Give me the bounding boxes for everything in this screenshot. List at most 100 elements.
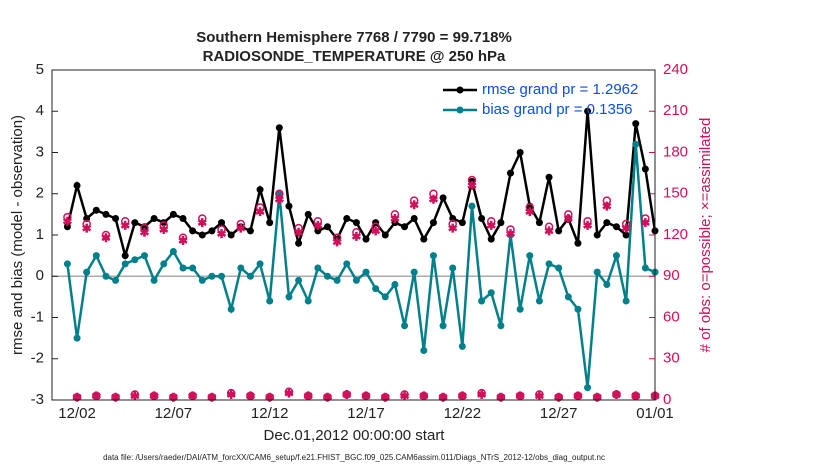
legend-label: bias grand pr = 0.1356: [482, 101, 633, 118]
point: [525, 207, 535, 217]
point: [419, 391, 429, 401]
point: [487, 289, 495, 297]
point: [63, 223, 71, 231]
point: [391, 281, 399, 288]
point: [295, 239, 303, 247]
point: [362, 268, 370, 276]
point: [140, 252, 148, 260]
point: [256, 260, 264, 268]
point: [631, 391, 641, 401]
point: [130, 391, 140, 401]
chart-subtitle: RADIOSONDE_TEMPERATURE @ 250 hPa: [203, 48, 506, 65]
point: [574, 305, 582, 313]
point: [381, 231, 389, 239]
point: [544, 226, 554, 236]
point: [410, 215, 418, 222]
y2-tick-label: 120: [663, 226, 688, 243]
legend-marker: [456, 86, 464, 94]
point: [603, 281, 611, 288]
point: [333, 276, 341, 284]
point: [62, 216, 72, 226]
point: [112, 276, 120, 284]
point: [448, 223, 458, 233]
point: [409, 200, 419, 210]
point: [352, 219, 360, 227]
y2-tick-label: 0: [663, 391, 671, 408]
point: [342, 390, 352, 399]
point: [515, 391, 525, 401]
y2-axis-label: # of obs: o=possible; ×=assimilated: [697, 118, 714, 353]
point: [478, 297, 486, 305]
point: [429, 219, 437, 227]
point: [457, 391, 467, 401]
point: [534, 391, 544, 401]
series-line: [66, 111, 657, 261]
point: [640, 218, 650, 228]
point: [641, 165, 649, 173]
point: [603, 219, 611, 227]
y2-tick-label: 240: [663, 61, 688, 78]
point: [197, 218, 207, 228]
point: [372, 285, 380, 293]
point: [284, 388, 294, 398]
point: [602, 201, 612, 211]
point: [439, 194, 447, 202]
series-line: [66, 144, 656, 388]
point: [410, 268, 418, 276]
y-tick-label: -3: [31, 391, 44, 408]
point: [73, 182, 81, 189]
point: [73, 334, 81, 342]
point: [159, 225, 169, 234]
point: [169, 210, 177, 218]
x-tick-label: 12/02: [58, 405, 96, 422]
point: [487, 235, 495, 243]
point: [91, 391, 101, 401]
point: [477, 390, 487, 399]
footnote: data file: /Users/raeder/DAI/ATM_forcXX/…: [103, 453, 605, 462]
point: [429, 252, 437, 260]
point: [535, 219, 543, 227]
point: [622, 231, 630, 239]
point: [516, 305, 524, 313]
point: [535, 297, 543, 305]
point: [505, 229, 516, 239]
point: [314, 227, 322, 235]
point: [323, 223, 331, 231]
y-axis-label: rmse and bias (model - observation): [9, 115, 26, 355]
point: [621, 223, 631, 233]
point: [563, 214, 573, 223]
point: [179, 264, 187, 272]
point: [198, 231, 206, 239]
point: [381, 293, 389, 301]
point: [612, 223, 620, 231]
point: [564, 293, 572, 301]
point: [63, 260, 71, 268]
point: [275, 190, 283, 198]
point: [428, 194, 438, 204]
point: [555, 264, 563, 272]
point: [303, 391, 313, 401]
point: [218, 272, 226, 280]
point: [641, 264, 649, 272]
point: [583, 220, 593, 230]
point: [275, 124, 283, 132]
point: [189, 227, 197, 235]
point: [227, 231, 235, 239]
point: [497, 322, 505, 330]
point: [486, 220, 496, 230]
point: [295, 276, 303, 284]
y2-tick-label: 210: [663, 102, 688, 119]
point: [92, 252, 100, 260]
point: [401, 322, 409, 330]
point: [102, 210, 110, 218]
y-tick-label: 5: [36, 61, 44, 78]
y-tick-label: 0: [36, 267, 44, 284]
y-tick-label: -1: [31, 308, 44, 325]
point: [371, 226, 381, 236]
point: [217, 229, 227, 239]
point: [401, 223, 409, 231]
point: [218, 219, 226, 227]
point: [226, 390, 236, 399]
point: [593, 231, 601, 239]
